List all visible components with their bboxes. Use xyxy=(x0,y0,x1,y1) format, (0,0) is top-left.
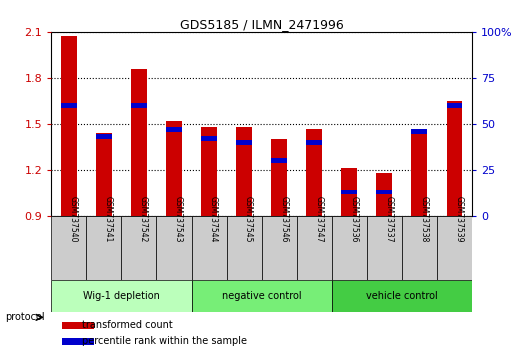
Text: transformed count: transformed count xyxy=(82,320,173,330)
Bar xyxy=(61,103,77,108)
Text: GSM737537: GSM737537 xyxy=(384,196,393,242)
Bar xyxy=(51,216,86,280)
Text: GSM737542: GSM737542 xyxy=(139,196,148,242)
Text: vehicle control: vehicle control xyxy=(366,291,438,301)
Text: GSM737540: GSM737540 xyxy=(69,196,78,242)
Bar xyxy=(51,280,191,312)
Bar xyxy=(86,216,122,280)
Bar xyxy=(437,216,472,280)
Bar xyxy=(306,129,322,216)
Bar xyxy=(166,121,182,216)
Bar xyxy=(131,103,147,108)
Text: Wig-1 depletion: Wig-1 depletion xyxy=(83,291,160,301)
Text: percentile rank within the sample: percentile rank within the sample xyxy=(82,336,247,346)
Bar xyxy=(341,169,357,216)
Bar xyxy=(377,173,392,216)
Bar xyxy=(402,216,437,280)
Bar xyxy=(377,190,392,194)
Bar xyxy=(271,139,287,216)
Bar xyxy=(191,280,332,312)
Bar xyxy=(201,136,217,141)
Bar xyxy=(446,103,462,108)
Bar xyxy=(332,216,367,280)
Bar xyxy=(156,216,191,280)
Text: GSM737536: GSM737536 xyxy=(349,196,358,242)
Bar xyxy=(297,216,332,280)
Bar xyxy=(236,127,252,216)
Bar xyxy=(96,133,112,216)
Bar xyxy=(166,127,182,132)
Text: GSM737541: GSM737541 xyxy=(104,196,113,242)
Bar xyxy=(62,338,94,345)
Text: GSM737538: GSM737538 xyxy=(420,196,428,242)
Bar xyxy=(367,216,402,280)
Bar xyxy=(411,129,427,216)
Bar xyxy=(446,101,462,216)
Text: GSM737546: GSM737546 xyxy=(279,196,288,242)
Bar xyxy=(62,322,94,329)
Bar xyxy=(262,216,297,280)
Bar xyxy=(271,159,287,163)
Bar xyxy=(201,127,217,216)
Bar xyxy=(61,36,77,216)
Bar xyxy=(411,129,427,133)
Title: GDS5185 / ILMN_2471996: GDS5185 / ILMN_2471996 xyxy=(180,18,344,31)
Bar xyxy=(191,216,227,280)
Text: GSM737544: GSM737544 xyxy=(209,196,218,242)
Text: GSM737547: GSM737547 xyxy=(314,196,323,242)
Text: GSM737545: GSM737545 xyxy=(244,196,253,242)
Bar xyxy=(306,140,322,144)
Bar xyxy=(236,140,252,144)
Text: GSM737539: GSM737539 xyxy=(455,196,463,242)
Bar xyxy=(341,190,357,194)
Bar xyxy=(122,216,156,280)
Bar xyxy=(131,69,147,216)
Bar xyxy=(227,216,262,280)
Text: protocol: protocol xyxy=(5,312,45,322)
Bar xyxy=(332,280,472,312)
Text: GSM737543: GSM737543 xyxy=(174,196,183,242)
Text: negative control: negative control xyxy=(222,291,302,301)
Bar xyxy=(96,135,112,139)
